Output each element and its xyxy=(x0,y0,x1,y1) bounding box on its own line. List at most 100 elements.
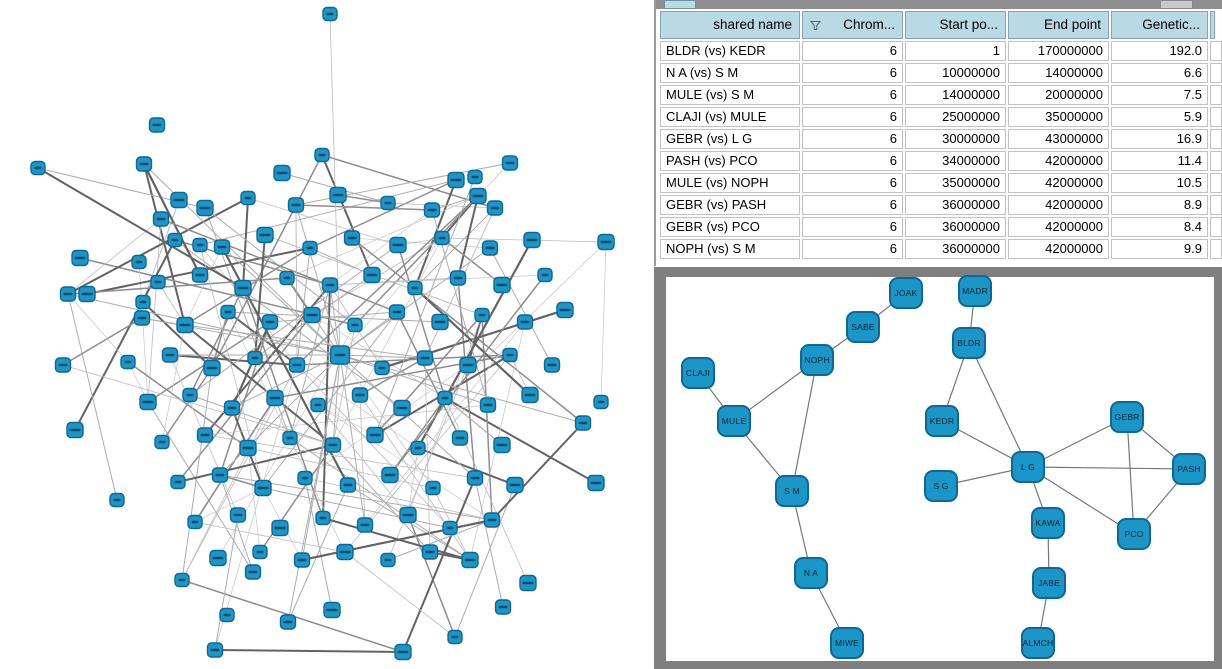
table-cell[interactable]: 10000000 xyxy=(905,63,1006,83)
column-header-chromosome[interactable]: Chrom... xyxy=(802,11,903,39)
table-cell[interactable]: 6 xyxy=(802,239,903,259)
overview-node-label xyxy=(174,480,182,484)
table-cell[interactable]: 9.9 xyxy=(1111,239,1208,259)
table-cell[interactable]: 11.4 xyxy=(1111,151,1208,171)
overview-edge xyxy=(329,274,546,286)
graph-node[interactable]: KEDR xyxy=(925,405,959,437)
table-cell[interactable]: 42000000 xyxy=(1008,217,1109,237)
table-cell[interactable]: 6 xyxy=(802,151,903,171)
graph-node[interactable]: PASH xyxy=(1172,453,1206,485)
table-cell[interactable]: 6 xyxy=(802,107,903,127)
graph-node[interactable]: SABE xyxy=(846,311,880,343)
table-cell[interactable]: 14000000 xyxy=(1008,63,1109,83)
table-cell[interactable]: BLDR (vs) KEDR xyxy=(660,41,800,61)
table-cell[interactable]: 35000000 xyxy=(905,173,1006,193)
table-cell[interactable]: 16.9 xyxy=(1111,129,1208,149)
table-row[interactable]: GEBR (vs) L G 6 30000000 43000000 16.9 xyxy=(660,129,1222,149)
table-cell[interactable]: 42000000 xyxy=(1008,151,1109,171)
overview-network-canvas[interactable] xyxy=(0,0,652,669)
graph-node-label: PCO xyxy=(1124,529,1144,539)
table-cell[interactable]: 36000000 xyxy=(905,195,1006,215)
table-cell[interactable]: 8.9 xyxy=(1111,195,1208,215)
graph-node[interactable]: N A xyxy=(794,557,828,589)
table-cell[interactable]: PASH (vs) PCO xyxy=(660,151,800,171)
overview-edge xyxy=(161,367,213,443)
table-cell[interactable]: GEBR (vs) PCO xyxy=(660,217,800,237)
graph-node[interactable]: S M xyxy=(775,475,809,507)
table-cell[interactable]: 25000000 xyxy=(905,107,1006,127)
overview-node-label xyxy=(292,363,302,367)
table-cell[interactable]: 43000000 xyxy=(1008,129,1109,149)
table-cell[interactable]: 6.6 xyxy=(1111,63,1208,83)
table-cell[interactable]: 6 xyxy=(802,217,903,237)
table-cell[interactable]: 42000000 xyxy=(1008,239,1109,259)
table-cell[interactable]: 30000000 xyxy=(905,129,1006,149)
overview-edge xyxy=(141,317,341,356)
table-cell[interactable]: 10.5 xyxy=(1111,173,1208,193)
table-row[interactable]: MULE (vs) S M 6 14000000 20000000 7.5 xyxy=(660,85,1222,105)
column-header-genetic[interactable]: Genetic... xyxy=(1111,11,1208,39)
column-header-end-point[interactable]: End point xyxy=(1008,11,1109,39)
table-cell-clipped xyxy=(1210,239,1222,259)
graph-node[interactable]: NOPH xyxy=(800,344,834,376)
graph-node[interactable]: JOAK xyxy=(889,277,923,309)
table-cell[interactable]: 6 xyxy=(802,195,903,215)
graph-node[interactable]: L G xyxy=(1011,451,1045,483)
graph-node[interactable]: JABE xyxy=(1032,567,1066,599)
table-row[interactable]: GEBR (vs) PCO 6 36000000 42000000 8.4 xyxy=(660,217,1222,237)
graph-node[interactable]: ALMCH xyxy=(1021,627,1055,659)
graph-node[interactable]: MIWE xyxy=(830,627,864,659)
column-header-start-point[interactable]: Start po... xyxy=(905,11,1006,39)
filter-funnel-icon[interactable] xyxy=(810,20,821,31)
table-cell[interactable]: 6 xyxy=(802,41,903,61)
table-cell[interactable]: 1 xyxy=(905,41,1006,61)
graph-node[interactable]: CLAJI xyxy=(681,357,715,389)
table-cell[interactable]: NOPH (vs) S M xyxy=(660,239,800,259)
graph-node[interactable]: MADR xyxy=(958,275,992,307)
table-cell[interactable]: 192.0 xyxy=(1111,41,1208,61)
table-row[interactable]: MULE (vs) NOPH 6 35000000 42000000 10.5 xyxy=(660,173,1222,193)
table-cell[interactable]: GEBR (vs) L G xyxy=(660,129,800,149)
table-cell[interactable]: 170000000 xyxy=(1008,41,1109,61)
table-cell[interactable]: 6 xyxy=(802,63,903,83)
graph-node[interactable]: MULE xyxy=(717,405,751,437)
table-cell[interactable]: 35000000 xyxy=(1008,107,1109,127)
overview-edge xyxy=(424,357,431,553)
table-cell[interactable]: 6 xyxy=(802,173,903,193)
graph-node[interactable]: KAWA xyxy=(1031,507,1065,539)
graph-node[interactable]: BLDR xyxy=(952,327,986,359)
table-cell[interactable]: CLAJI (vs) MULE xyxy=(660,107,800,127)
table-cell[interactable]: 42000000 xyxy=(1008,173,1109,193)
table-cell-clipped xyxy=(1210,41,1222,61)
graph-node[interactable]: GEBR xyxy=(1110,401,1144,433)
table-cell[interactable]: 34000000 xyxy=(905,151,1006,171)
table-cell[interactable]: 20000000 xyxy=(1008,85,1109,105)
table-row[interactable]: GEBR (vs) PASH 6 36000000 42000000 8.9 xyxy=(660,195,1222,215)
table-row[interactable]: PASH (vs) PCO 6 34000000 42000000 11.4 xyxy=(660,151,1222,171)
table-row[interactable]: NOPH (vs) S M 6 36000000 42000000 9.9 xyxy=(660,239,1222,259)
overview-edge xyxy=(457,195,479,279)
table-cell[interactable]: 5.9 xyxy=(1111,107,1208,127)
table-row[interactable]: N A (vs) S M 6 10000000 14000000 6.6 xyxy=(660,63,1222,83)
overview-edge xyxy=(317,404,409,516)
table-cell[interactable]: 6 xyxy=(802,85,903,105)
table-cell[interactable]: 36000000 xyxy=(905,217,1006,237)
detail-network-canvas[interactable]: JOAK SABE NOPH CLAJI MULE S M N A MIWE MADR BLDR K… xyxy=(666,275,1214,661)
table-cell[interactable]: MULE (vs) S M xyxy=(660,85,800,105)
graph-node[interactable]: S G xyxy=(924,470,958,502)
horizontal-scrollbar-thumb[interactable] xyxy=(1160,0,1193,9)
table-cell[interactable]: 36000000 xyxy=(905,239,1006,259)
table-cell[interactable]: MULE (vs) NOPH xyxy=(660,173,800,193)
table-cell[interactable]: 8.4 xyxy=(1111,217,1208,237)
overview-node-label xyxy=(314,403,322,407)
column-header-shared-name[interactable]: shared name xyxy=(660,11,800,39)
table-cell[interactable]: 6 xyxy=(802,129,903,149)
graph-node[interactable]: PCO xyxy=(1117,518,1151,550)
table-cell[interactable]: GEBR (vs) PASH xyxy=(660,195,800,215)
table-row[interactable]: CLAJI (vs) MULE 6 25000000 35000000 5.9 xyxy=(660,107,1222,127)
table-row[interactable]: BLDR (vs) KEDR 6 1 170000000 192.0 xyxy=(660,41,1222,61)
table-cell[interactable]: 42000000 xyxy=(1008,195,1109,215)
table-cell[interactable]: N A (vs) S M xyxy=(660,63,800,83)
table-cell[interactable]: 14000000 xyxy=(905,85,1006,105)
table-cell[interactable]: 7.5 xyxy=(1111,85,1208,105)
